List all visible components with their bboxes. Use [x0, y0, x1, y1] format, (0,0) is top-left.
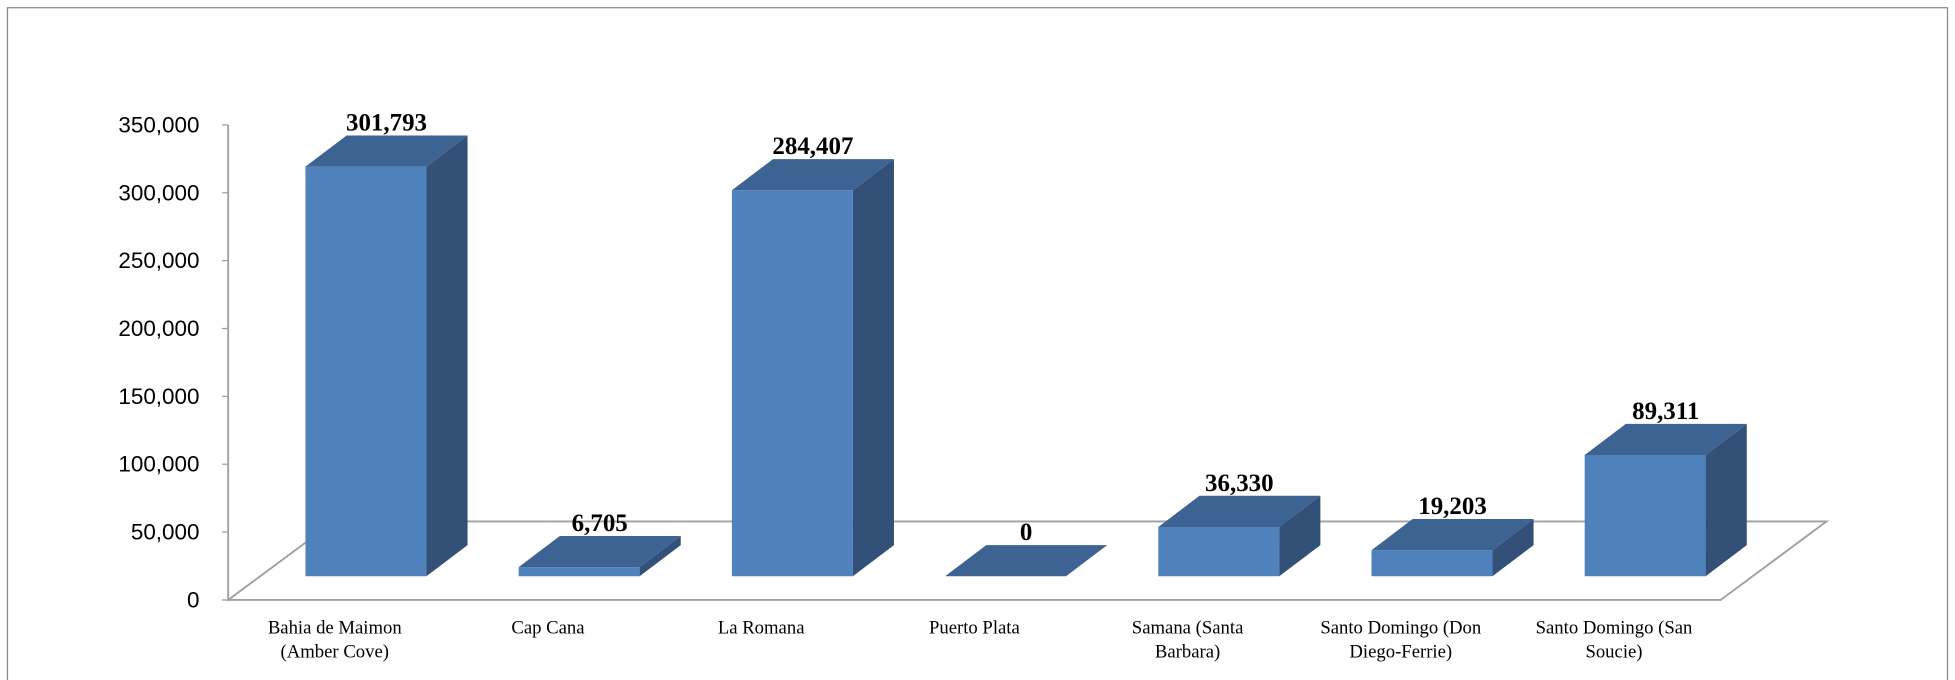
- x-tick-label: Santo Domingo (San Soucie): [1536, 618, 1693, 663]
- y-tick-label: 200,000: [118, 316, 199, 341]
- value-label: 19,203: [1418, 493, 1487, 520]
- bar-top: [1158, 495, 1321, 527]
- bar-side: [426, 135, 468, 577]
- bar-side: [1705, 423, 1747, 577]
- bar-top: [518, 536, 681, 568]
- y-tick-label: 100,000: [118, 452, 199, 477]
- bar-front: [1158, 526, 1280, 577]
- bar-front: [518, 567, 640, 577]
- x-tick-label: Samana (Santa Barbara): [1132, 618, 1244, 663]
- bar: [1158, 495, 1321, 577]
- bar: [1371, 519, 1534, 577]
- bar-top: [1371, 519, 1534, 551]
- bar-front: [1584, 455, 1706, 577]
- bar-top: [731, 159, 894, 191]
- bar-top: [945, 545, 1108, 577]
- y-tick-label: 350,000: [118, 112, 199, 137]
- value-label: 89,311: [1632, 398, 1699, 425]
- bar: [1584, 423, 1747, 577]
- bar-front: [731, 190, 853, 577]
- floor: [225, 520, 1830, 601]
- bar-front: [305, 166, 427, 577]
- bar-side: [1492, 519, 1534, 577]
- value-label: 284,407: [772, 133, 853, 160]
- value-label: 6,705: [572, 510, 628, 537]
- y-tick-label: 300,000: [118, 180, 199, 205]
- value-label: 0: [1020, 519, 1032, 546]
- y-tick-label: 50,000: [131, 520, 200, 545]
- bar-front: [1371, 550, 1493, 577]
- bar-side: [1279, 495, 1321, 577]
- chart-border: [6, 7, 1949, 680]
- x-tick-label: La Romana: [718, 618, 805, 639]
- x-tick-label: Bahia de Maimon (Amber Cove): [268, 618, 403, 663]
- value-label: 36,330: [1205, 470, 1274, 497]
- bar: [731, 159, 894, 577]
- bar-top: [305, 135, 468, 167]
- y-tick-label: 150,000: [118, 384, 199, 409]
- bar: [305, 135, 468, 577]
- x-tick-label: Cap Cana: [511, 618, 585, 639]
- bar-side: [639, 536, 681, 577]
- x-tick-label: Puerto Plata: [929, 618, 1021, 639]
- bar: [945, 545, 1108, 577]
- y-tick-label: 250,000: [118, 248, 199, 273]
- x-tick-label: Santo Domingo (Don Diego-Ferrie): [1320, 618, 1482, 663]
- bar-side: [852, 159, 894, 577]
- value-label: 301,793: [346, 110, 427, 137]
- bar: [518, 536, 681, 577]
- y-tick-label: 0: [187, 587, 199, 612]
- bar-top: [1584, 423, 1747, 456]
